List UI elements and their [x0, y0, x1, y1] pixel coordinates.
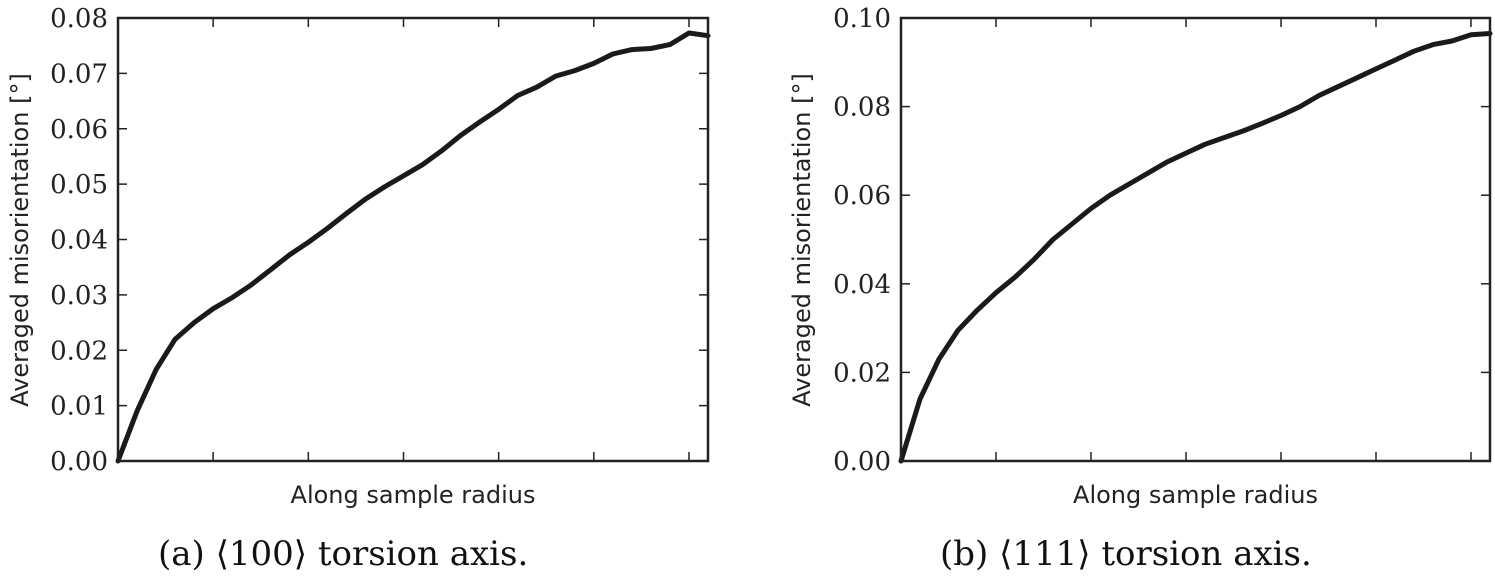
y-tick-label: 0.06: [833, 181, 891, 211]
y-tick-label: 0.07: [50, 59, 108, 89]
y-tick-label: 0.04: [833, 270, 891, 300]
y-tick-label: 0.02: [50, 336, 108, 366]
y-axis-label: Averaged misorientation [°]: [788, 73, 816, 407]
plot-frame: [899, 16, 1492, 463]
y-tick-label: 0.10: [833, 4, 891, 34]
y-tick-label: 0.06: [50, 115, 108, 145]
figure-caption: (b) ⟨111⟩ torsion axis.: [940, 534, 1312, 574]
y-tick-label: 0.05: [50, 170, 108, 200]
x-axis-label: Along sample radius: [1073, 481, 1318, 509]
y-tick-label: 0.08: [833, 93, 891, 123]
series-line: [115, 30, 711, 464]
y-axis-label: Averaged misorientation [°]: [6, 73, 34, 407]
series-line: [898, 31, 1493, 464]
panel-b: 0.00 0.02 0.04 0.06 0.08 0.10 Along sample rad…: [788, 4, 1493, 574]
panel-a: 0.00 0.01 0.02 0.03 0.04 0.05 0.06 0.07 0.08 Alon…: [6, 4, 711, 574]
y-tick-label: 0.01: [50, 392, 108, 422]
y-tick-label: 0.00: [50, 447, 108, 477]
x-axis-label: Along sample radius: [291, 481, 536, 509]
y-tick-label: 0.04: [50, 226, 108, 256]
plot-frame: [116, 16, 710, 463]
y-tick-label: 0.03: [50, 281, 108, 311]
y-tick-label: 0.02: [833, 358, 891, 388]
y-tick-label: 0.00: [833, 447, 891, 477]
y-tick-label: 0.08: [50, 4, 108, 34]
figure-caption: (a) ⟨100⟩ torsion axis.: [158, 534, 528, 574]
